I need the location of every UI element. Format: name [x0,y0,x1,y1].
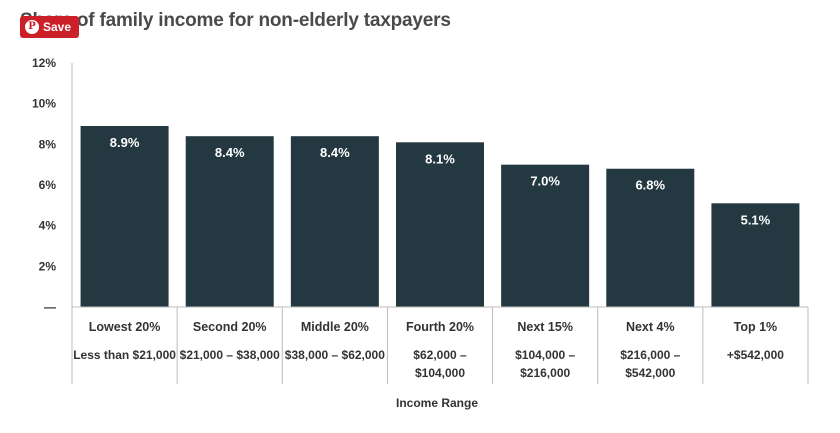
y-tick-label: 12% [32,56,56,70]
save-button[interactable]: P Save [20,16,80,38]
x-tick-label: Second 20% [193,320,267,334]
data-label: 8.4% [215,145,245,160]
x-axis-label: Income Range [396,396,478,410]
pinterest-icon: P [25,20,39,34]
bar [290,136,379,307]
data-label: 6.8% [635,178,665,193]
x-tick-label: Fourth 20% [406,320,474,334]
y-tick-label: 10% [32,97,56,111]
data-label: 8.4% [320,145,350,160]
income-range-label: $216,000 [520,366,570,380]
bar [501,164,590,307]
income-range-label: $104,000 [415,366,465,380]
bar [396,142,484,307]
income-range-label: $216,000 – [620,348,680,362]
income-range-label: $62,000 – [413,348,467,362]
x-tick-label: Top 1% [734,320,778,334]
y-tick-label: 8% [39,137,57,151]
bar [80,126,169,308]
x-tick-label: Middle 20% [301,320,369,334]
data-label: 7.0% [530,174,560,189]
income-range-label: Less than $21,000 [73,348,176,362]
data-label: 8.9% [110,135,140,150]
data-label: 8.1% [425,151,455,166]
income-range-label: $21,000 – $38,000 [180,348,280,362]
income-range-label: $542,000 [625,366,675,380]
x-tick-label: Next 15% [517,320,573,334]
income-range-label: $104,000 – [515,348,575,362]
y-tick-label: 4% [39,219,57,233]
save-button-label: Save [43,20,72,34]
bar [606,168,695,307]
y-tick-label: 2% [39,259,57,273]
page-title: Share of family income for non-elderly t… [20,10,451,31]
data-label: 5.1% [741,212,771,227]
y-tick-label: 6% [39,178,57,192]
y-tick-label: — [44,300,56,314]
x-tick-label: Lowest 20% [89,320,161,334]
bar [711,203,800,307]
bar [185,136,274,307]
income-range-label: $38,000 – $62,000 [285,348,385,362]
x-tick-label: Next 4% [626,320,675,334]
income-range-label: +$542,000 [727,348,784,362]
